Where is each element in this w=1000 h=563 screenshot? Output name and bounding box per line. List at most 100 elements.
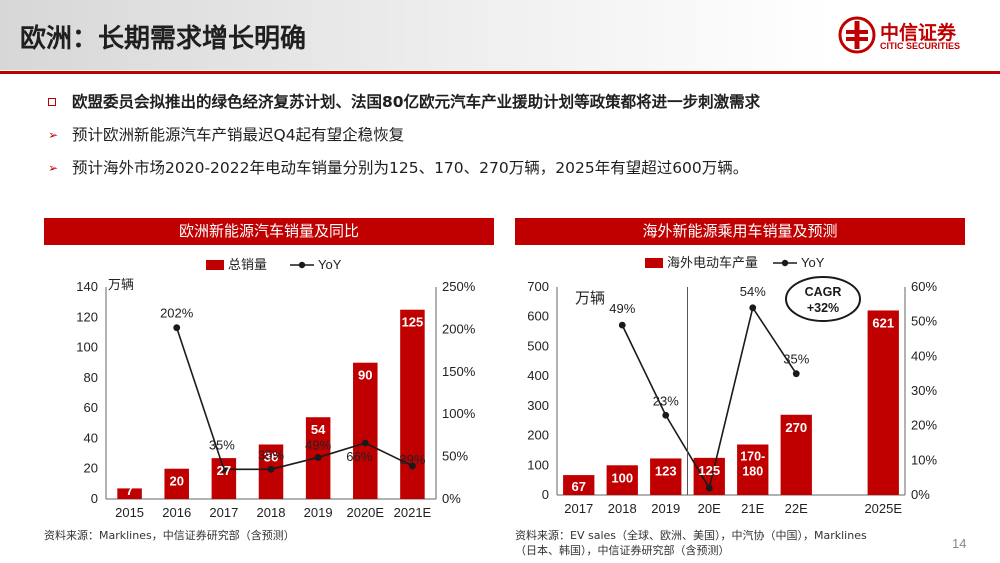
bar [164,468,189,499]
x-axis-tick-label: 2015 [115,505,144,520]
overseas-nev-sales-chart: 0 100 200 300 400 500 600 700 0% 10% 20% 30% 40% 50% 6… [527,255,937,516]
bar [211,458,237,499]
left-axis-tick-label: 60 [84,400,98,415]
yoy-point [314,454,322,461]
yoy-value-label: 35% [258,447,284,462]
bar [650,458,682,495]
bullet-item: ➢ 预计欧洲新能源汽车产销最迟Q4起有望企稳恢复 [48,119,988,152]
left-axis-tick-label: 20 [84,461,98,476]
page-title: 欧洲：长期需求增长明确 [20,24,307,54]
legend-line-marker [781,259,789,267]
bar-value-label: 270 [785,420,807,435]
bar-value-label: 36 [264,449,278,464]
yoy-point [220,465,228,473]
yoy-point [361,439,369,447]
x-axis-tick-label: 2021E [394,505,432,520]
chart-1-title: 欧洲新能源汽车销量及同比 [44,218,494,245]
right-axis-tick-label: 150% [442,364,476,379]
bar-value-label: 125 [698,463,720,478]
bar [353,362,378,499]
yoy-line [175,327,413,471]
legend-bar-label: 总销量 [228,257,267,272]
x-axis-tick-label: 20E [698,501,721,516]
bullet-item: ➢ 预计海外市场2020-2022年电动车销量分别为125、170、270万辆，… [48,152,988,185]
x-axis-tick-label: 2018 [257,505,286,520]
arrow-bullet-icon: ➢ [48,128,59,142]
bar [117,488,142,499]
chart-2-source: 资料来源：EV sales（全球、欧洲、美国），中汽协（中国），Markline… [515,528,867,558]
x-axis-tick-label: 2018 [608,501,637,516]
citic-logo-icon [838,16,876,54]
yoy-point [618,321,626,329]
yoy-value-label: 49% [305,437,331,452]
left-axis-tick-label: 100 [527,457,549,472]
bar-value-label: 170-180 [740,449,765,478]
header: 欧洲：长期需求增长明确 中信证券 CITIC SECURITIES [0,0,1000,70]
bar-value-label: 7 [126,483,133,498]
right-axis-tick-label: 20% [911,418,937,433]
right-axis-tick-label: 10% [911,452,937,467]
cagr-value: +32% [807,301,839,315]
yoy-point [409,462,416,470]
bar-value-label: 20 [169,474,183,489]
x-axis-tick-label: 2016 [162,505,191,520]
cagr-bubble [785,276,861,322]
x-axis-tick-label: 21E [741,501,764,516]
yoy-value-label: 39% [399,452,425,467]
right-axis-tick-label: 0% [911,487,930,502]
arrow-bullet-icon: ➢ [48,161,59,175]
yoy-value-label: 23% [653,393,679,408]
right-axis-tick-label: 100% [442,406,476,421]
yoy-value-label: 35% [783,352,809,367]
left-axis-tick-label: 400 [527,368,549,383]
yoy-value-label: 54% [740,284,766,299]
x-axis-tick-label: 2017 [564,501,593,516]
yoy-point [749,304,757,312]
yoy-point [267,465,275,473]
yoy-point [792,370,800,378]
legend-line-label: YoY [801,255,825,270]
legend-bar-swatch [206,260,224,270]
y-axis-unit-label: 万辆 [575,290,605,307]
left-axis-tick-label: 40 [84,430,98,445]
yoy-value-label: 35% [209,437,235,452]
x-axis-tick-label: 22E [785,501,808,516]
right-axis-tick-label: 200% [442,321,476,336]
square-bullet-icon [48,98,56,106]
right-axis-tick-label: 60% [911,279,937,294]
yoy-value-label: 66% [346,449,372,464]
chart-2-source-line: （日本、韩国），中信证券研究部（含预测） [515,544,730,557]
bar-value-label: 90 [358,368,372,383]
left-axis-tick-label: 100 [76,340,98,355]
x-axis-tick-label: 2025E [864,501,902,516]
bullet-text: 欧盟委员会拟推出的绿色经济复苏计划、法国80亿欧元汽车产业援助计划等政策都将进一… [72,93,761,111]
right-axis-tick-label: 0% [442,491,461,506]
yoy-point [173,324,181,332]
left-axis-tick-label: 120 [76,309,98,324]
left-axis-tick-label: 200 [527,428,549,443]
right-axis-tick-label: 50% [442,449,468,464]
bullet-list: 欧盟委员会拟推出的绿色经济复苏计划、法国80亿欧元汽车产业援助计划等政策都将进一… [48,86,988,185]
bar-value-label: 123 [655,463,677,478]
yoy-value-label: 49% [609,301,635,316]
yoy-point [662,411,670,419]
left-axis-tick-label: 0 [91,491,98,506]
x-axis-tick-label: 2017 [209,505,238,520]
header-band [0,0,830,70]
bar-value-label: 27 [217,463,231,478]
bar-value-label: 100 [611,470,633,485]
cagr-label: CAGR [805,285,842,299]
bar [606,465,638,495]
left-axis-tick-label: 0 [542,487,549,502]
left-axis-tick-label: 300 [527,398,549,413]
header-rule [0,71,1000,74]
yoy-value-label: 202% [160,306,194,321]
citic-logo: 中信证券 CITIC SECURITIES [838,16,988,56]
yoy-point [705,484,713,492]
bar-value-label: 67 [572,479,586,494]
left-axis-tick-label: 140 [76,279,98,294]
logo-text-en: CITIC SECURITIES [880,41,961,51]
x-axis-tick-label: 2019 [304,505,333,520]
legend-bar-label: 海外电动车产量 [667,255,758,270]
bullet-item: 欧盟委员会拟推出的绿色经济复苏计划、法国80亿欧元汽车产业援助计划等政策都将进一… [48,86,988,119]
